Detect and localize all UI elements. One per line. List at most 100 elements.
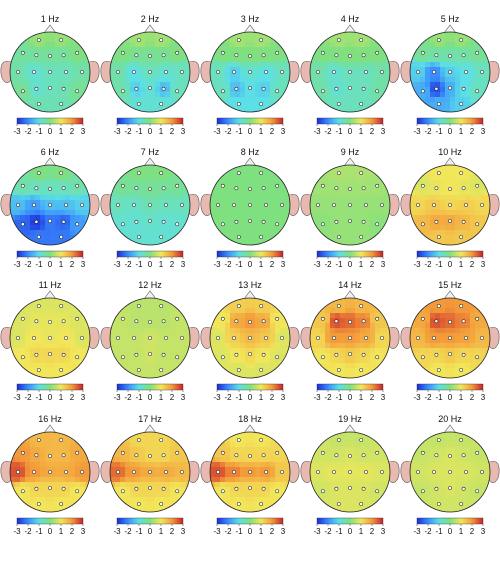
field-cell [310,215,316,221]
field-cell [235,373,241,378]
field-cell [120,328,126,334]
field-cell [265,452,271,458]
field-cell [430,195,436,201]
electrode-marker [375,183,380,188]
electrode-marker [16,203,20,207]
field-cell [320,333,326,339]
field-cell [440,462,446,468]
field-cell [410,210,416,216]
field-cell [460,97,466,103]
field-cell [445,47,451,53]
field-cell [370,67,376,73]
colorbar [116,517,184,525]
field-cell [155,62,161,68]
field-cell [260,348,266,354]
field-cell [430,92,436,98]
field-cell [450,442,456,448]
field-cell [465,62,471,68]
field-cell [260,175,266,181]
topomap: 7 Hz-3 -2 -1 0 1 2 3 [100,147,200,269]
field-cell [340,358,346,364]
field-cell [345,42,351,48]
field-cell [80,205,86,211]
electrode-marker [464,336,468,340]
field-cell [270,442,276,448]
field-cell [410,472,416,478]
field-cell [485,77,490,83]
field-cell [255,472,261,478]
field-cell [335,333,341,339]
field-cell [50,452,56,458]
field-cell [270,457,276,463]
field-cell [215,467,221,473]
field-cell [245,457,251,463]
field-cell [25,62,31,68]
field-cell [160,107,166,112]
field-cell [255,462,261,468]
field-cell [25,482,31,488]
colorbar-tick-label: 0 [148,527,153,536]
field-cell [465,298,471,304]
field-cell [475,180,481,186]
field-cell [360,42,366,48]
field-cell [250,318,256,324]
field-cell [450,102,456,108]
electrode-marker [332,70,336,74]
field-cell [425,303,431,309]
field-cell [135,432,141,438]
field-cell [445,318,451,324]
field-cell [185,210,190,216]
field-cell [30,47,36,53]
field-cell [130,482,136,488]
field-cell [45,318,51,324]
field-cell [480,87,486,93]
field-cell [75,185,81,191]
right-ear-icon [388,193,400,216]
field-cell [25,195,31,201]
field-cell [50,62,56,68]
field-cell [420,467,426,473]
field-cell [260,442,266,448]
field-cell [120,72,126,78]
field-cell [165,328,171,334]
colorbar [416,383,484,391]
field-cell [130,102,136,108]
field-cell [175,348,181,354]
field-cell [365,437,371,443]
field-cell [165,492,171,498]
field-cell [165,92,171,98]
field-cell [325,442,331,448]
field-cell [415,210,421,216]
field-cell [235,492,241,498]
field-cell [55,492,61,498]
field-cell [315,215,321,221]
field-cell [40,32,46,38]
field-cell [255,215,261,221]
field-cell [65,437,71,443]
field-cell [450,72,456,78]
field-cell [325,323,331,329]
field-cell [110,477,116,483]
field-cell [50,502,56,508]
field-cell [45,308,51,314]
field-cell [415,220,421,226]
electrode-marker [61,53,66,58]
field-cell [20,97,26,103]
colorbar-tick-label: 3 [181,527,186,536]
field-cell [425,225,431,231]
field-cell [55,165,61,171]
electrode-marker [32,70,36,74]
field-cell [125,467,131,473]
field-cell [485,348,490,354]
field-cell [370,472,376,478]
field-cell [345,313,351,319]
field-cell [165,42,171,48]
left-ear-icon [100,460,112,483]
field-cell [360,373,366,378]
field-cell [275,42,281,48]
field-cell [415,215,421,221]
electrode-marker [420,183,425,188]
field-cell [455,92,461,98]
field-cell [385,215,390,221]
field-cell [145,97,151,103]
